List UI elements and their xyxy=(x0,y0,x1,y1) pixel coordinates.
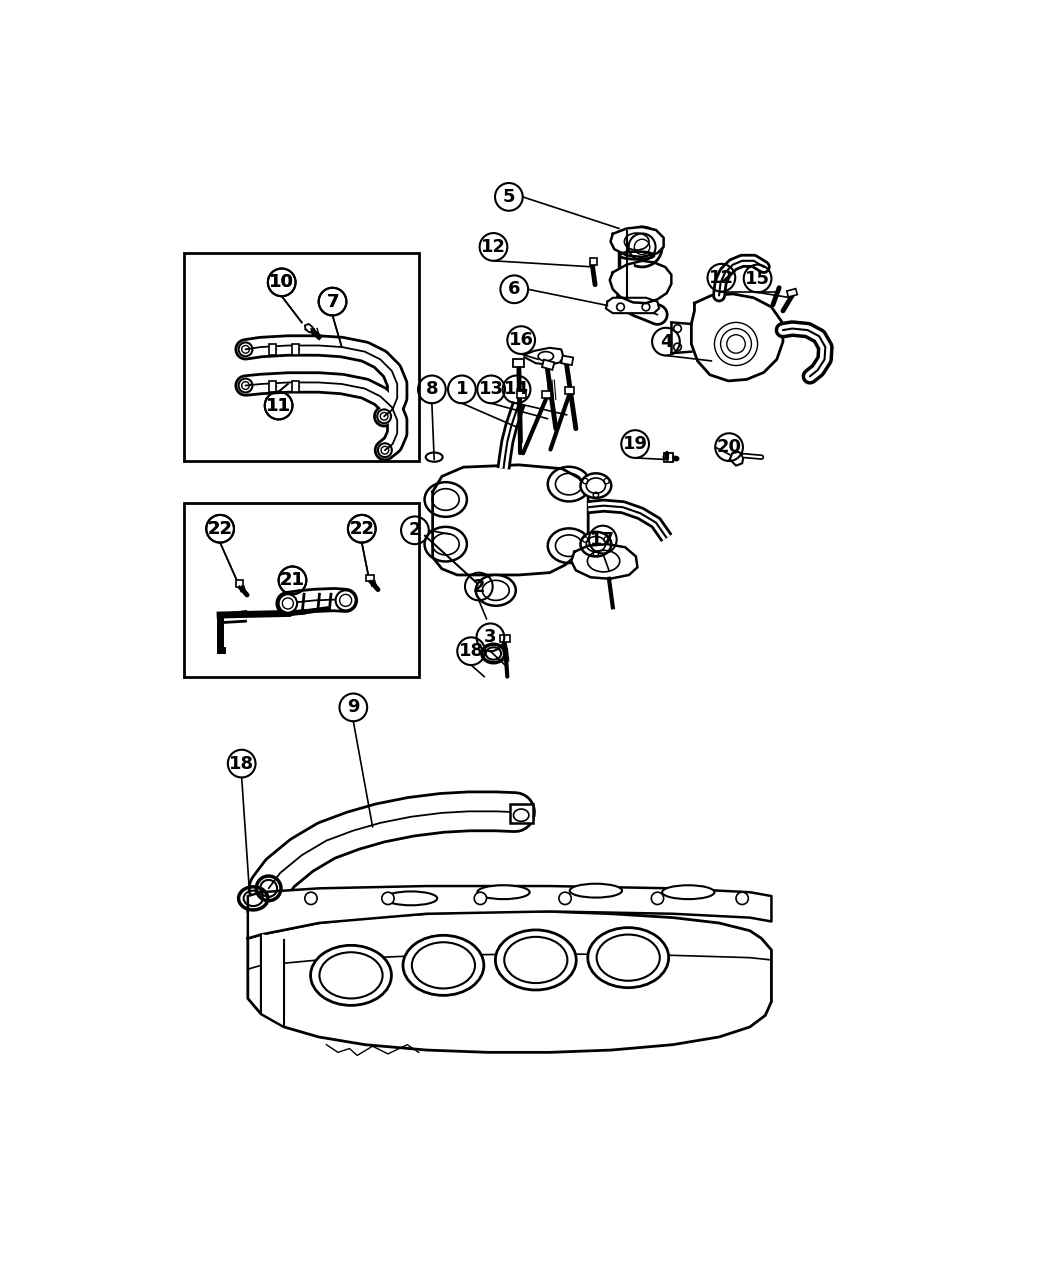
Text: 22: 22 xyxy=(350,520,374,538)
Bar xyxy=(509,805,532,822)
Text: 3: 3 xyxy=(484,629,497,646)
Ellipse shape xyxy=(476,575,516,606)
Bar xyxy=(235,580,244,586)
Polygon shape xyxy=(304,324,313,333)
Text: 12: 12 xyxy=(709,269,734,287)
Polygon shape xyxy=(730,451,743,465)
Text: 18: 18 xyxy=(459,643,484,660)
Circle shape xyxy=(278,594,297,613)
Bar xyxy=(293,381,298,391)
Polygon shape xyxy=(248,912,772,1052)
Text: 7: 7 xyxy=(327,292,339,311)
Circle shape xyxy=(382,892,394,904)
Text: 22: 22 xyxy=(208,520,233,538)
Bar xyxy=(184,504,419,677)
Ellipse shape xyxy=(581,532,611,556)
Text: 10: 10 xyxy=(269,273,294,292)
Bar xyxy=(501,635,509,641)
Bar xyxy=(542,360,554,370)
Text: 1: 1 xyxy=(456,380,468,398)
Circle shape xyxy=(336,590,356,611)
Ellipse shape xyxy=(548,528,590,564)
Text: 18: 18 xyxy=(229,755,254,773)
Polygon shape xyxy=(610,227,664,258)
Bar xyxy=(513,360,524,367)
Ellipse shape xyxy=(538,352,553,361)
Text: 2: 2 xyxy=(472,578,485,595)
Circle shape xyxy=(674,325,681,333)
Ellipse shape xyxy=(403,936,484,996)
Text: 6: 6 xyxy=(508,280,521,298)
Bar xyxy=(542,391,551,398)
Ellipse shape xyxy=(548,467,590,501)
Polygon shape xyxy=(248,886,772,938)
Bar xyxy=(664,453,673,462)
Polygon shape xyxy=(691,295,783,381)
Bar xyxy=(517,391,526,398)
Text: 11: 11 xyxy=(266,397,291,414)
Bar xyxy=(590,259,597,265)
Polygon shape xyxy=(571,544,637,579)
Polygon shape xyxy=(671,311,693,352)
Text: 7: 7 xyxy=(327,292,339,311)
Bar xyxy=(786,288,797,297)
Ellipse shape xyxy=(385,891,437,905)
Bar xyxy=(565,388,574,394)
Ellipse shape xyxy=(496,929,576,989)
Ellipse shape xyxy=(663,885,714,899)
Bar xyxy=(270,381,275,391)
Ellipse shape xyxy=(478,885,529,899)
Circle shape xyxy=(304,892,317,904)
Text: 21: 21 xyxy=(280,571,304,589)
Text: 22: 22 xyxy=(208,520,233,538)
Circle shape xyxy=(736,892,749,904)
Polygon shape xyxy=(606,298,659,314)
Ellipse shape xyxy=(424,527,467,561)
Polygon shape xyxy=(260,935,284,1026)
Text: 22: 22 xyxy=(350,520,374,538)
Circle shape xyxy=(559,892,571,904)
Ellipse shape xyxy=(570,884,622,898)
Ellipse shape xyxy=(424,482,467,516)
Polygon shape xyxy=(524,348,564,365)
Ellipse shape xyxy=(311,945,392,1006)
Text: 14: 14 xyxy=(504,380,529,398)
Ellipse shape xyxy=(588,928,669,988)
Text: 20: 20 xyxy=(716,439,741,456)
Bar xyxy=(561,356,573,365)
Ellipse shape xyxy=(622,227,663,266)
Text: 4: 4 xyxy=(659,333,672,351)
Text: 12: 12 xyxy=(481,238,506,256)
Text: 8: 8 xyxy=(425,380,438,398)
Text: 5: 5 xyxy=(503,187,516,205)
Text: 17: 17 xyxy=(590,530,615,548)
Bar xyxy=(293,344,298,354)
Circle shape xyxy=(651,892,664,904)
Text: 11: 11 xyxy=(266,397,291,414)
Circle shape xyxy=(674,343,681,351)
Bar xyxy=(366,575,374,581)
Text: 21: 21 xyxy=(280,571,304,589)
Circle shape xyxy=(475,892,486,904)
Bar xyxy=(270,344,275,354)
Text: 16: 16 xyxy=(508,332,533,349)
Text: 13: 13 xyxy=(479,380,504,398)
Text: 19: 19 xyxy=(623,435,648,453)
Text: 10: 10 xyxy=(269,273,294,292)
Text: 2: 2 xyxy=(408,521,421,539)
Text: 15: 15 xyxy=(746,269,770,287)
Text: 9: 9 xyxy=(348,699,359,717)
Polygon shape xyxy=(610,261,671,303)
Polygon shape xyxy=(433,465,588,575)
Ellipse shape xyxy=(581,473,611,499)
Bar xyxy=(184,254,419,462)
